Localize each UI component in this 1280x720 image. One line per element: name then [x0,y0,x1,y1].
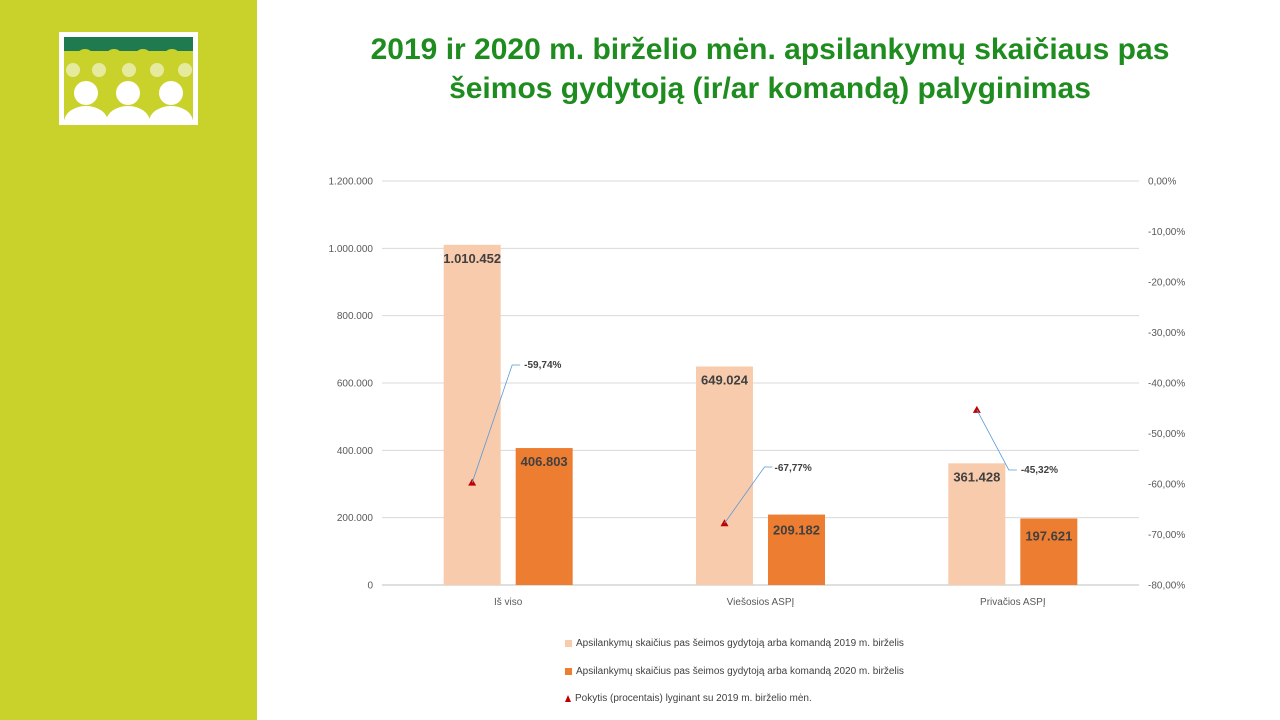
data-label-2019: 1.010.452 [443,251,501,266]
y-left-tick-label: 600.000 [337,379,374,390]
legend-label-change: Pokytis (procentais) lyginant su 2019 m.… [575,693,812,704]
x-category-label: Iš viso [494,597,523,608]
data-label-2020: 197.621 [1025,528,1072,543]
y-right-tick-label: -80,00% [1148,581,1185,592]
people-group-icon [59,32,198,125]
y-left-tick-label: 800.000 [337,311,374,322]
bar-2019 [948,463,1006,585]
legend-label-2019: Apsilankymų skaičius pas šeimos gydytoją… [576,638,904,649]
data-label-2020: 406.803 [521,454,568,469]
bar-2019 [443,244,501,585]
y-left-tick-label: 1.000.000 [329,244,374,255]
bar-2020 [1020,518,1078,585]
change-data-label: -59,74% [524,360,561,371]
data-label-2019: 649.024 [701,372,749,387]
legend-entry-2020: Apsilankymų skaičius pas šeimos gydytoją… [565,666,904,677]
y-left-tick-label: 200.000 [337,513,374,524]
title-line-1: 2019 ir 2020 m. birželio mėn. apsilankym… [370,33,1170,66]
callout-leader-line [724,466,773,524]
y-right-tick-label: 0,00% [1148,177,1176,188]
legend-entry-change: Pokytis (procentais) lyginant su 2019 m.… [565,693,812,704]
legend-swatch-2020 [565,668,572,675]
legend-label-2020: Apsilankymų skaičius pas šeimos gydytoją… [576,666,904,677]
y-right-tick-label: -20,00% [1148,278,1185,289]
y-left-tick-label: 0 [367,581,373,592]
x-category-label: Privačios ASPĮ [980,597,1046,608]
legend-swatch-2019 [565,640,572,647]
x-category-label: Viešosios ASPĮ [727,597,795,608]
change-data-label: -45,32% [1021,465,1058,476]
y-right-tick-label: -10,00% [1148,227,1185,238]
legend-entry-2019: Apsilankymų skaičius pas šeimos gydytoją… [565,638,904,649]
bar-2019 [696,366,753,585]
y-right-tick-label: -50,00% [1148,429,1185,440]
change-marker [972,405,981,413]
y-left-tick-label: 400.000 [337,446,374,457]
page-title: 2019 ir 2020 m. birželio mėn. apsilankym… [300,30,1240,108]
callout-leader-line [471,364,521,483]
change-data-label: -67,77% [775,463,812,474]
y-right-tick-label: -70,00% [1148,530,1185,541]
bar-chart: 0 200.000 400.000 600.000 800.000 1.000.000 1.… [329,177,1186,609]
title-line-2: šeimos gydytoją (ir/ar komandą) palygini… [449,72,1091,105]
bar-2020 [768,514,825,585]
y-left-tick-label: 1.200.000 [329,177,374,188]
y-right-tick-label: -30,00% [1148,328,1185,339]
legend-triangle-marker [565,695,571,702]
callout-leader-line [976,409,1017,471]
data-label-2020: 209.182 [773,523,820,538]
y-right-tick-label: -60,00% [1148,480,1185,491]
data-label-2019: 361.428 [953,469,1000,484]
bar-2020 [515,448,573,585]
y-right-tick-label: -40,00% [1148,379,1185,390]
